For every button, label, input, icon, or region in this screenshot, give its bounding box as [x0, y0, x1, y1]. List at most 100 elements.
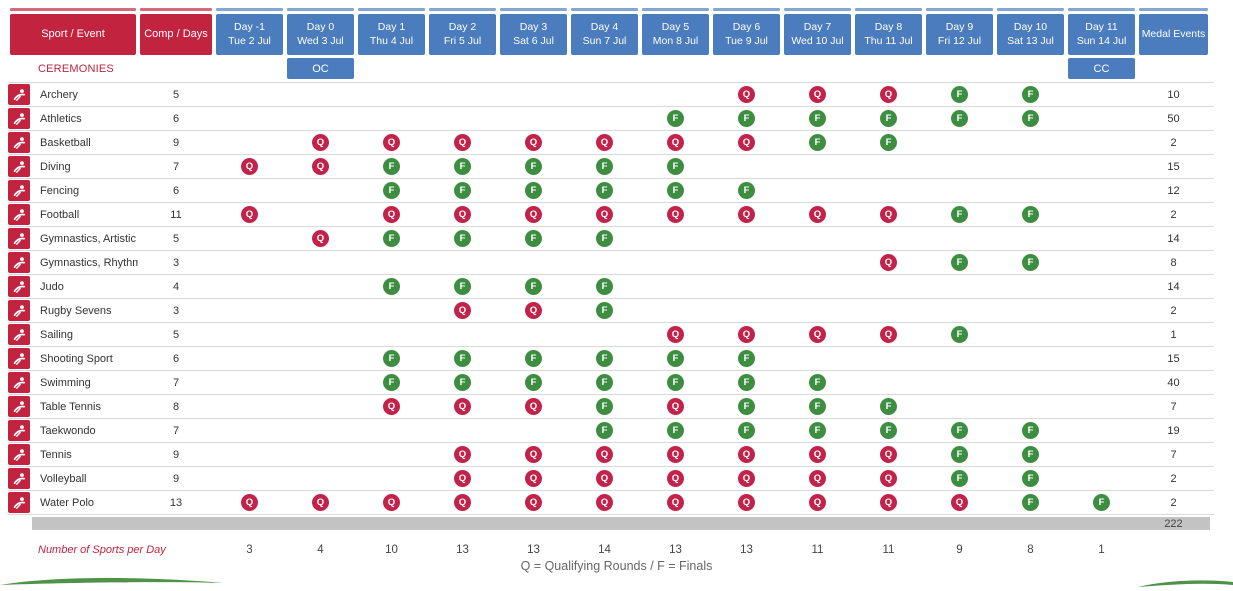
- schedule-cell: [569, 83, 640, 106]
- finals-badge: F: [738, 398, 755, 415]
- schedule-cell: Q: [427, 299, 498, 322]
- finals-badge: F: [880, 110, 897, 127]
- schedule-cell: [1066, 155, 1137, 178]
- qualifying-badge: Q: [667, 398, 684, 415]
- schedule-cell: [1066, 275, 1137, 298]
- schedule-cell: F: [569, 227, 640, 250]
- sport-icon-cell: [8, 324, 32, 345]
- schedule-cell: Q: [711, 131, 782, 154]
- schedule-cell: F: [427, 371, 498, 394]
- sports-per-day-value: 9: [956, 544, 963, 556]
- qualifying-badge: Q: [951, 494, 968, 511]
- finals-badge: F: [738, 374, 755, 391]
- schedule-cell: [1066, 107, 1137, 130]
- finals-badge: F: [596, 350, 613, 367]
- cropped-top-strip: [8, 8, 1214, 11]
- schedule-cell: Q: [711, 491, 782, 514]
- schedule-cell: Q: [498, 395, 569, 418]
- qualifying-badge: Q: [738, 470, 755, 487]
- schedule-cell: [1066, 299, 1137, 322]
- sport-name: Fencing: [40, 184, 80, 197]
- schedule-cell: Q: [782, 83, 853, 106]
- schedule-cell: [1066, 227, 1137, 250]
- schedule-cell: Q: [853, 443, 924, 466]
- schedule-cell: F: [498, 227, 569, 250]
- schedule-cell: [498, 323, 569, 346]
- schedule-cell: F: [711, 107, 782, 130]
- schedule-cell: F: [356, 371, 427, 394]
- qualifying-badge: Q: [667, 206, 684, 223]
- cropped-strip-blue-segment: [287, 8, 354, 11]
- schedule-cell: [285, 251, 356, 274]
- finals-badge: F: [667, 374, 684, 391]
- finals-badge: F: [1022, 494, 1039, 511]
- sports-per-day-value: 13: [669, 544, 682, 556]
- schedule-cell: [214, 251, 285, 274]
- qualifying-badge: Q: [738, 494, 755, 511]
- decorative-swoosh-right: [1138, 580, 1233, 587]
- schedule-cell: [640, 227, 711, 250]
- day-header-day: Day 5: [661, 20, 690, 33]
- finals-badge: F: [525, 350, 542, 367]
- schedule-cell: F: [924, 323, 995, 346]
- cropped-strip-blue-segment: [216, 8, 283, 11]
- sport-row: Gymnastics, Rhythmic 3 Q F F 8: [8, 251, 1214, 275]
- day-header: Day -1 Tue 2 Jul: [216, 14, 283, 55]
- day-header-date: Sat 6 Jul: [513, 34, 554, 47]
- day-header: Day 5 Mon 8 Jul: [642, 14, 709, 55]
- schedule-cell: [640, 299, 711, 322]
- finals-badge: F: [383, 278, 400, 295]
- athletics-icon: [8, 108, 30, 129]
- sport-row: Shooting Sport 6 F F F F F F 15: [8, 347, 1214, 371]
- schedule-cell: [214, 443, 285, 466]
- schedule-cell: [427, 323, 498, 346]
- schedule-cell: Q: [782, 323, 853, 346]
- finals-badge: F: [383, 158, 400, 175]
- finals-badge: F: [454, 350, 471, 367]
- schedule-cell: F: [924, 203, 995, 226]
- schedule-cell: F: [711, 179, 782, 202]
- sport-row: Swimming 7 F F F F F F F 40: [8, 371, 1214, 395]
- schedule-cell: F: [569, 347, 640, 370]
- schedule-cell: [498, 107, 569, 130]
- schedule-cell: Q: [569, 131, 640, 154]
- medal-events-count: 40: [1167, 376, 1180, 389]
- cropped-strip-blue-segment: [926, 8, 993, 11]
- qualifying-badge: Q: [383, 206, 400, 223]
- finals-badge: F: [596, 302, 613, 319]
- schedule-cell: F: [853, 395, 924, 418]
- qualifying-badge: Q: [738, 134, 755, 151]
- qualifying-badge: Q: [454, 446, 471, 463]
- sport-icon-cell: [8, 84, 32, 105]
- schedule-cell: F: [995, 83, 1066, 106]
- sport-row: Basketball 9 Q Q Q Q Q Q Q F F 2: [8, 131, 1214, 155]
- medal-events-count: 10: [1167, 88, 1180, 101]
- sports-per-day-row: Number of Sports per Day 3 4 10 13 13 14 13 13 1…: [8, 539, 1214, 561]
- medal-events-count: 15: [1167, 352, 1180, 365]
- schedule-cell: Q: [853, 467, 924, 490]
- schedule-cell: Q: [356, 203, 427, 226]
- finals-badge: F: [880, 398, 897, 415]
- table-tennis-icon: [8, 396, 30, 417]
- cropped-strip-blue-segment: [1139, 8, 1208, 11]
- day-header-day: Day 4: [590, 20, 619, 33]
- comp-days-value: 7: [172, 424, 180, 437]
- cropped-strip-blue-segment: [500, 8, 567, 11]
- cropped-strip-blue-segment: [571, 8, 638, 11]
- schedule-cell: [924, 395, 995, 418]
- sports-per-day-label: Number of Sports per Day: [38, 544, 166, 556]
- finals-badge: F: [880, 422, 897, 439]
- schedule-cell: [285, 179, 356, 202]
- schedule-cell: [356, 299, 427, 322]
- schedule-cell: Q: [711, 323, 782, 346]
- schedule-cell: [214, 323, 285, 346]
- schedule-cell: F: [995, 107, 1066, 130]
- schedule-cell: F: [640, 107, 711, 130]
- schedule-cell: F: [569, 179, 640, 202]
- finals-badge: F: [951, 86, 968, 103]
- schedule-cell: F: [356, 179, 427, 202]
- sports-per-day-value: 4: [317, 544, 324, 556]
- finals-badge: F: [596, 278, 613, 295]
- qualifying-badge: Q: [880, 446, 897, 463]
- finals-badge: F: [738, 110, 755, 127]
